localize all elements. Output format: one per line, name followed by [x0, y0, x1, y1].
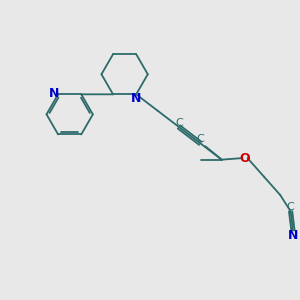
- Text: N: N: [288, 229, 298, 242]
- Text: C: C: [196, 134, 204, 144]
- Text: C: C: [175, 118, 183, 128]
- Text: O: O: [239, 152, 250, 165]
- Text: N: N: [50, 87, 60, 100]
- Text: C: C: [287, 202, 295, 212]
- Text: N: N: [131, 92, 141, 105]
